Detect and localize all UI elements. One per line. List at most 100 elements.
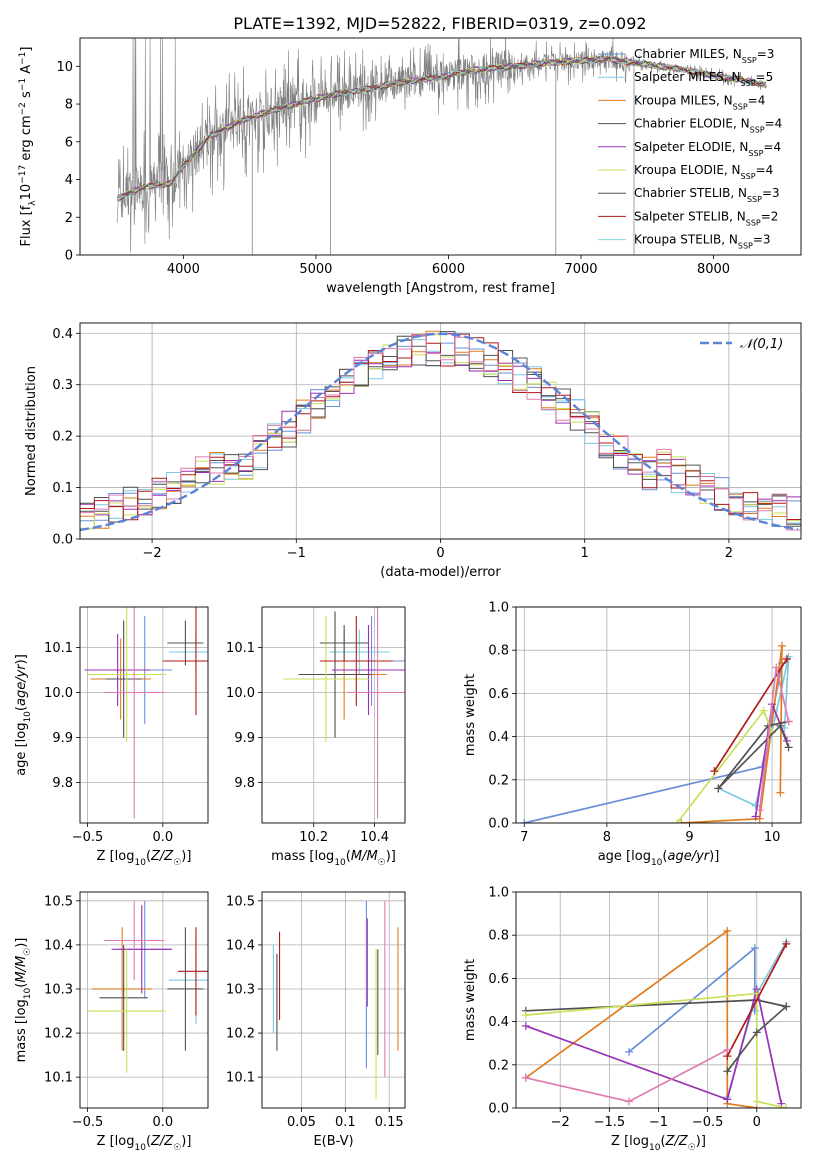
label-part: age [log — [598, 849, 651, 864]
weight-marker — [751, 812, 760, 821]
legend-sub: SSP — [747, 195, 762, 204]
plot-area — [520, 641, 793, 823]
legend-sub: SSP — [741, 79, 756, 88]
axes-frame — [515, 606, 802, 824]
label-part: )] — [709, 849, 719, 864]
legend-tail: =2 — [761, 209, 779, 223]
label-part: mass [log — [14, 999, 29, 1062]
plot-area — [80, 330, 801, 532]
x-tick-label: 8000 — [697, 262, 730, 277]
legend-sub: SSP — [750, 125, 765, 134]
legend-text: Chabrier MILES, N — [634, 47, 742, 61]
legend-text: Kroupa STELIB, N — [634, 233, 738, 247]
plot-area — [87, 900, 208, 1073]
label-part: ☉ — [173, 858, 181, 868]
plot-area — [84, 607, 208, 819]
y-tick-label: 0.4 — [52, 327, 73, 342]
x-tick-label: 5000 — [299, 262, 332, 277]
x-axis-label: age [log10(age/yr)] — [598, 849, 720, 868]
weight-line — [525, 992, 787, 1108]
axes-residuals: −2 −1 0 1 2 0.0 0.1 0.2 0.3 0.4 (data-model)/error… — [24, 322, 802, 580]
y-tick-label: 0.6 — [488, 972, 509, 987]
legend-tail: =4 — [765, 117, 783, 131]
weight-marker — [759, 706, 768, 715]
label-part: s — [19, 91, 34, 102]
label-part: ☉ — [23, 948, 33, 956]
legend-sub: SSP — [748, 148, 763, 157]
label-part: Flux [f — [19, 205, 34, 246]
weight-line — [525, 999, 787, 1012]
x-tick-label: −1 — [649, 1115, 668, 1130]
label-part: mass [log — [271, 849, 334, 864]
weight-marker — [772, 663, 781, 672]
weight-marker — [752, 1097, 761, 1106]
weight-marker — [750, 944, 759, 953]
x-tick-label: −0.5 — [72, 830, 104, 845]
x-axis-label: Z [log10(Z/Z☉)] — [97, 1134, 192, 1153]
legend-entry: 𝒩(0,1) — [740, 337, 783, 352]
label-part: 10 — [649, 1143, 661, 1153]
x-axis-label: E(B-V) — [313, 1134, 353, 1149]
label-part: −2 — [18, 102, 28, 115]
weight-line — [525, 1048, 728, 1103]
x-tick-label: −0.5 — [692, 1115, 724, 1130]
axes-frame — [79, 37, 802, 256]
label-part: )] — [181, 849, 191, 864]
x-tick-label: −1 — [287, 546, 306, 561]
weight-marker — [776, 788, 785, 797]
legend-sub: SSP — [742, 56, 757, 65]
axes-age-vs-Z: −0.5 0.09.89.910.010.1Z [log10(Z/Z☉)]age … — [14, 606, 209, 868]
label-part: age [log — [14, 723, 29, 776]
legend-text: Chabrier ELODIE, N — [634, 117, 750, 131]
x-axis-label: mass [log10(M/M☉)] — [271, 849, 396, 868]
legend-entry: Chabrier ELODIE, NSSP=4 — [634, 117, 782, 135]
weight-marker — [784, 743, 793, 752]
y-tick-label: 10.0 — [226, 686, 255, 701]
x-axis-label: wavelength [Angstrom, rest frame] — [326, 281, 555, 296]
model-spectrum — [116, 55, 767, 202]
label-part: 10 — [334, 858, 346, 868]
weight-marker — [714, 784, 723, 793]
y-tick-label: 0.4 — [488, 730, 509, 745]
x-tick-label: 8 — [603, 830, 611, 845]
y-tick-label: 9.8 — [234, 776, 255, 791]
y-tick-label: 10.1 — [226, 1071, 255, 1086]
weight-marker — [723, 1095, 732, 1104]
y-tick-label: 10.1 — [226, 641, 255, 656]
legend-entry: Salpeter STELIB, NSSP=2 — [634, 209, 778, 227]
label-part: mass weight — [463, 959, 478, 1041]
y-tick-label: 9.9 — [234, 731, 255, 746]
label-part: )] — [14, 938, 29, 948]
y-tick-label: 4 — [65, 173, 73, 188]
label-part: Normed distribution — [24, 366, 39, 496]
legend-entry: Chabrier STELIB, NSSP=3 — [634, 186, 780, 204]
label-part: wavelength [Angstrom, rest frame] — [326, 281, 555, 296]
y-tick-label: 0.1 — [52, 481, 73, 496]
weight-marker — [625, 1097, 634, 1106]
legend-tail: =3 — [762, 186, 780, 200]
x-tick-label: 0.05 — [287, 1115, 316, 1130]
weight-line — [524, 663, 783, 823]
label-part: Z/Z — [150, 1134, 174, 1149]
axes-weight-vs-Z: −2 −1.5 −1 −0.5 0 0.0 0.2 0.4 0.6 0.8 1.0 Z [log10(… — [463, 886, 802, 1153]
x-axis-label: Z [log10(Z/Z☉)] — [97, 849, 192, 868]
weight-marker — [776, 721, 785, 730]
x-tick-label: 10.4 — [360, 830, 389, 845]
axes-age-vs-mass: 10.2 10.4 9.8 9.9 10.0 10.1 mass [log10(M/M☉)] — [226, 606, 406, 868]
label-part: ( — [662, 849, 667, 864]
x-tick-label: 0 — [753, 1115, 761, 1130]
model-spectrum — [116, 56, 767, 202]
legend-sub: SSP — [746, 218, 761, 227]
label-part: erg cm — [19, 115, 34, 164]
legend-entry: Kroupa ELODIE, NSSP=4 — [634, 163, 773, 181]
y-tick-label: 10.3 — [44, 982, 73, 997]
y-tick-label: 8 — [65, 98, 73, 113]
legend-text: Salpeter STELIB, N — [634, 209, 746, 223]
weight-marker — [778, 641, 786, 650]
y-axis-label: mass weight — [463, 674, 478, 756]
y-tick-label: 0.2 — [52, 430, 73, 445]
label-part: 10 — [23, 987, 33, 999]
x-tick-label: 6000 — [432, 262, 465, 277]
y-tick-label: 0.0 — [52, 533, 73, 548]
